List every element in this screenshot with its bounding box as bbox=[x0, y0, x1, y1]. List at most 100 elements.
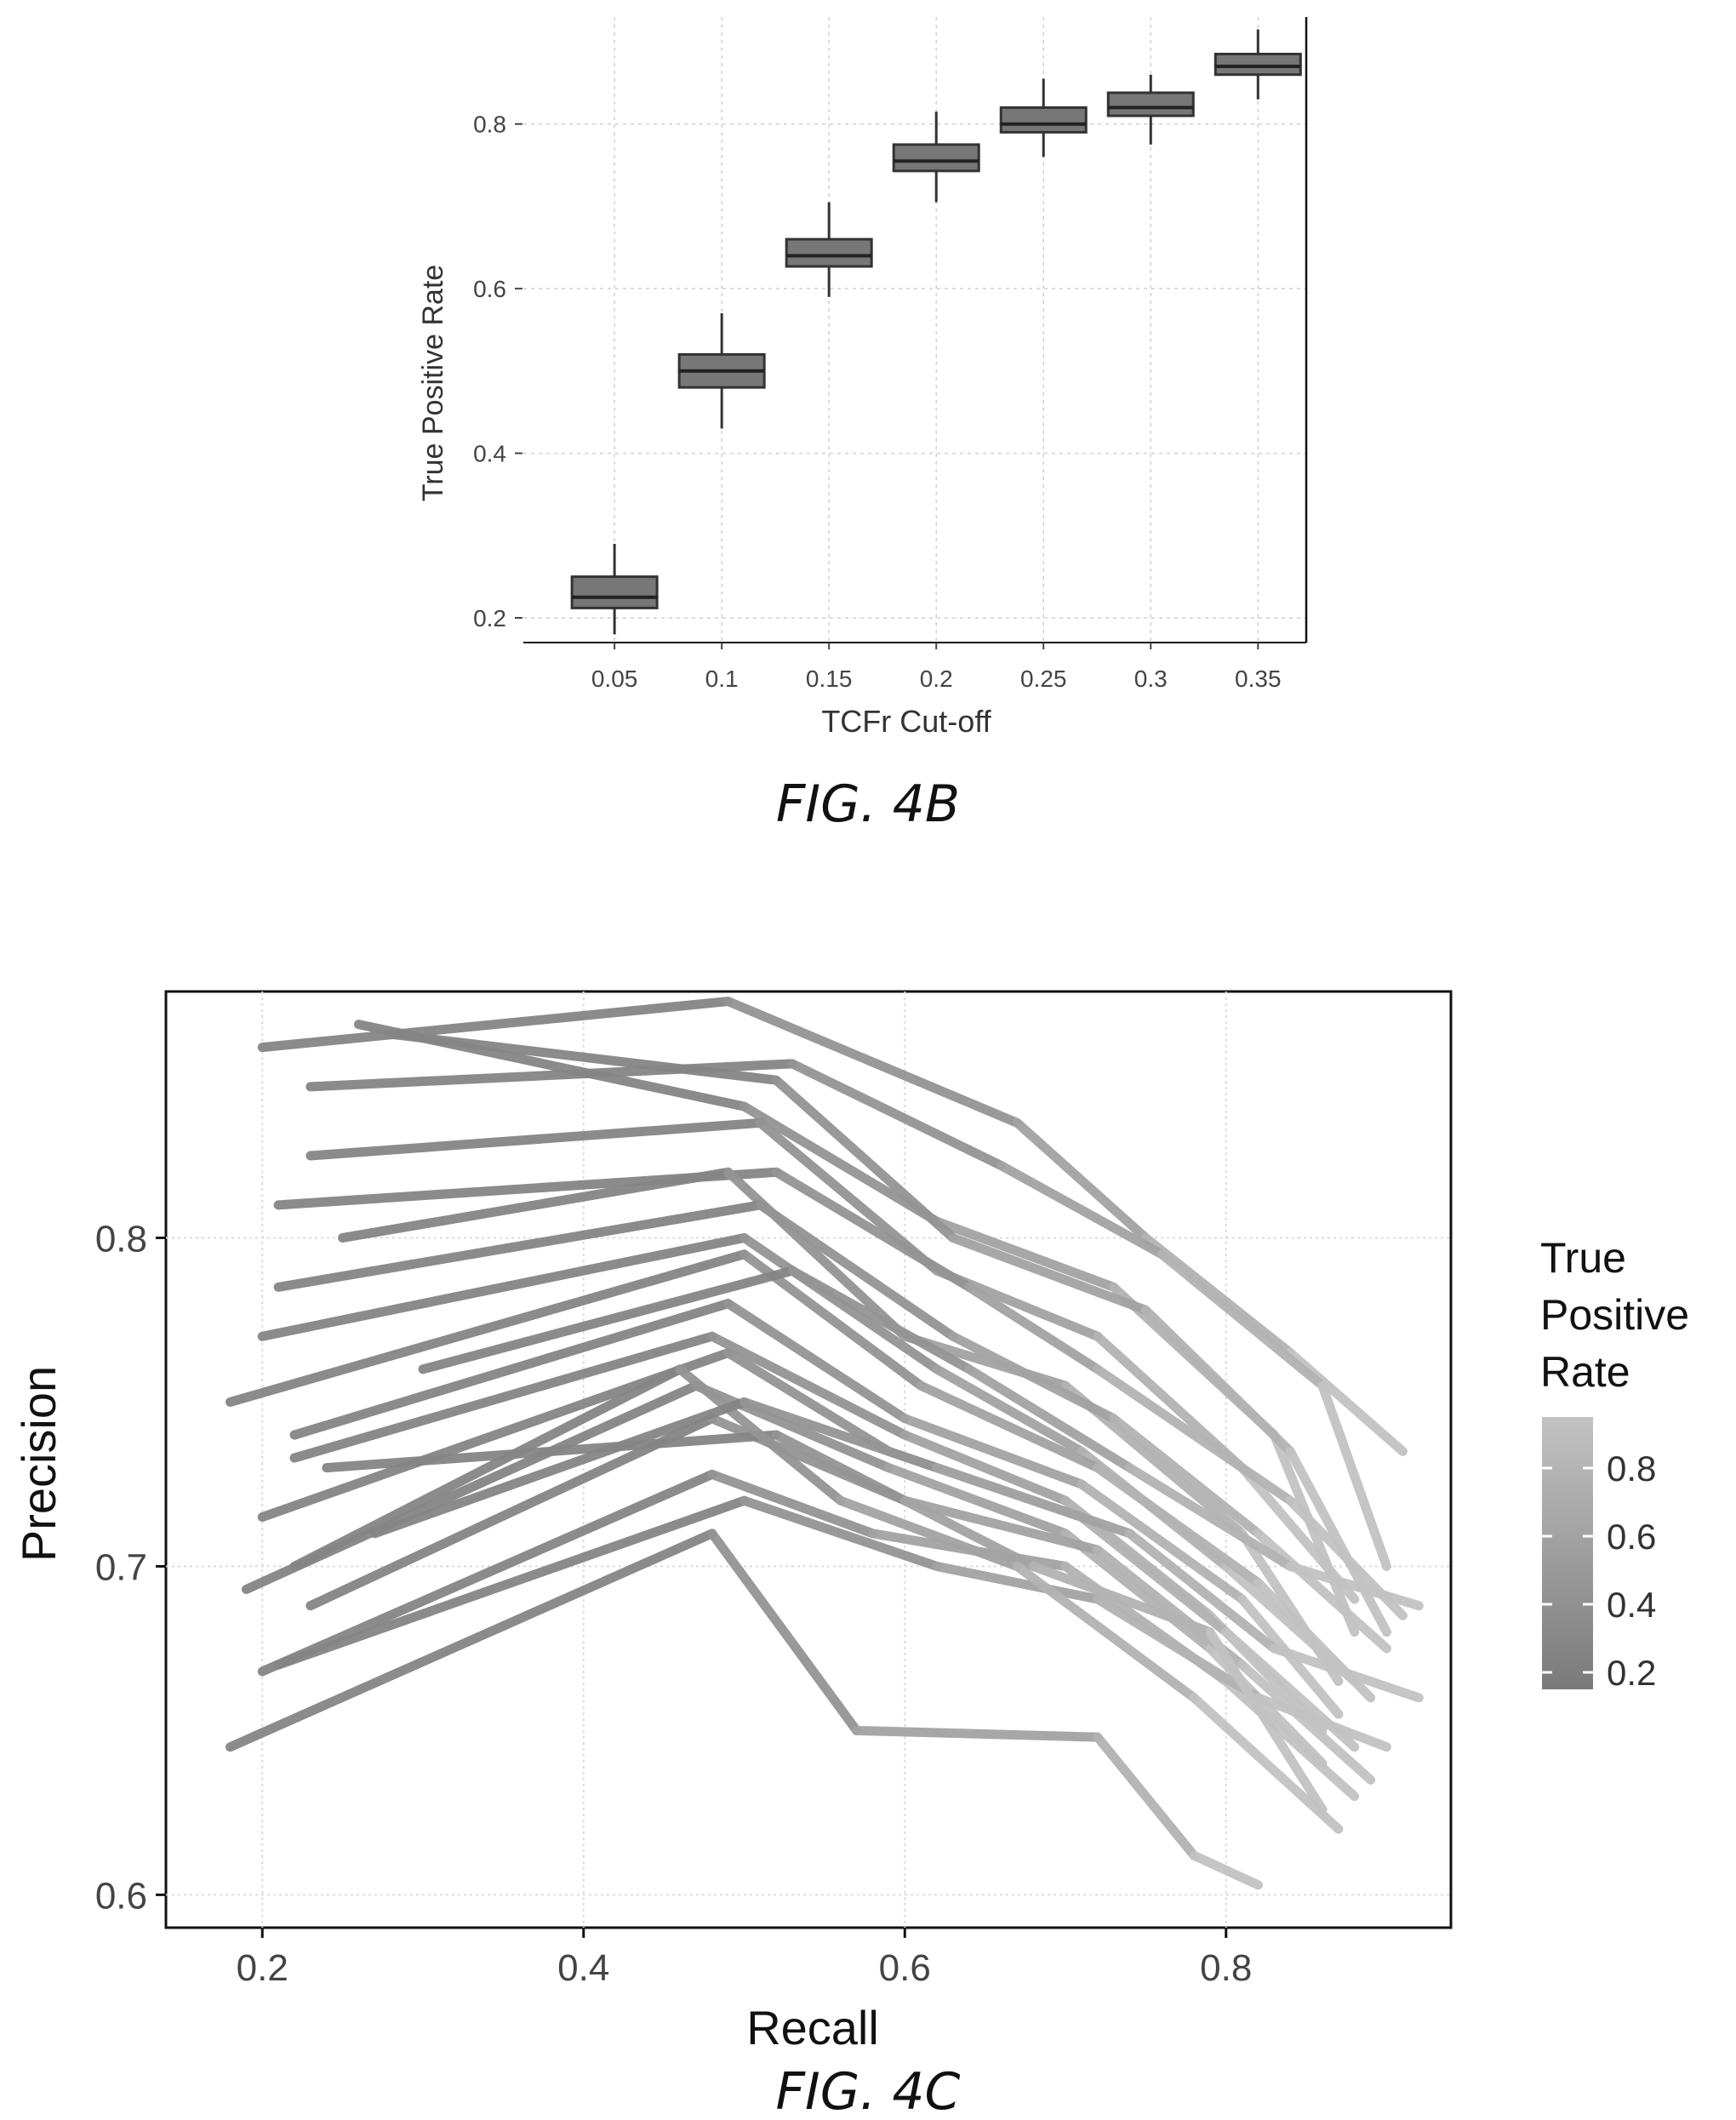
legend-tick-label: 0.8 bbox=[1607, 1449, 1656, 1489]
fig-4c-x-ticks: 0.2 0.4 0.6 0.8 bbox=[237, 1928, 1252, 1989]
fig-4c-series-segment bbox=[1285, 1446, 1391, 1637]
fig-4c-series-segment bbox=[226, 1249, 749, 1407]
fig-4c-series-segment bbox=[755, 1200, 958, 1341]
fig-4c-series-segment bbox=[899, 1495, 1038, 1571]
fig-4c-series-segment bbox=[707, 1529, 862, 1735]
fig-4c-series-segment bbox=[1189, 1850, 1263, 1890]
fig-4b-x-axis-title: TCFr Cut-off bbox=[821, 704, 991, 739]
fig-4c-series-segment bbox=[740, 1397, 942, 1473]
fig-4c-series-segment bbox=[306, 1117, 765, 1161]
fig-4c-series-segment bbox=[1189, 1693, 1344, 1834]
fig-4c-x-tick-label: 0.8 bbox=[1200, 1947, 1252, 1989]
fig-4c-series-segment bbox=[948, 1232, 1151, 1315]
legend-tick-label: 0.4 bbox=[1607, 1585, 1656, 1625]
fig-4c-series-segment bbox=[1205, 1627, 1328, 1814]
legend-title-line-1: True bbox=[1540, 1234, 1626, 1282]
fig-4c-series-segment bbox=[1028, 1561, 1215, 1637]
fig-4c-series-segment bbox=[1317, 1380, 1391, 1571]
fig-4c-x-tick-label: 0.2 bbox=[237, 1947, 288, 1989]
fig-4c-series-segment bbox=[289, 1364, 685, 1571]
fig-4b-y-tick-label: 0.8 bbox=[473, 111, 506, 138]
fig-4c-series-segment bbox=[707, 1331, 910, 1440]
fig-4c-gridlines bbox=[166, 991, 1451, 1928]
fig-4b-gridlines bbox=[523, 17, 1306, 643]
fig-4b-y-ticks: 0.2 0.4 0.6 0.8 bbox=[473, 111, 523, 631]
fig-4c-series-segment bbox=[787, 1266, 974, 1374]
fig-4c-series-segment bbox=[932, 1216, 1119, 1292]
legend-title-line-2: Positive bbox=[1540, 1291, 1689, 1339]
fig-4b-x-tick-label: 0.15 bbox=[806, 666, 853, 692]
fig-4c-series-segment bbox=[289, 1299, 734, 1440]
fig-4c-series-segment bbox=[1140, 1305, 1295, 1456]
fig-4c-series-segment bbox=[948, 1331, 1119, 1424]
fig-4c-series-segment bbox=[691, 1380, 894, 1473]
fig-4c-series-segment bbox=[740, 1495, 942, 1571]
fig-4b-caption: FIG. 4B bbox=[776, 774, 960, 834]
fig-4c-series-segment bbox=[932, 1463, 1134, 1539]
fig-4c-series-segment bbox=[1109, 1414, 1263, 1539]
fig-4c-series-segment bbox=[1093, 1732, 1199, 1860]
fig-4c-series-segment bbox=[1093, 1364, 1295, 1506]
fig-4b-y-tick-label: 0.6 bbox=[473, 276, 506, 302]
fig-4b-chart: 0.2 0.4 0.6 0.8 0.05 0.1 0.15 0.2 0.25 0.3 0.35 T… bbox=[417, 17, 1308, 834]
fig-4b-x-tick-label: 0.05 bbox=[591, 666, 638, 692]
fig-4c-series-segment bbox=[273, 1200, 765, 1292]
fig-4c-series-segment bbox=[1221, 1677, 1360, 1802]
legend-color-bar bbox=[1542, 1417, 1593, 1689]
fig-4c-series-segment bbox=[289, 1331, 717, 1463]
fig-4c-series-segment bbox=[723, 1167, 910, 1341]
fig-4c-x-tick-label: 0.6 bbox=[879, 1947, 931, 1989]
fig-4b-y-axis-title: True Positive Rate bbox=[417, 265, 449, 501]
fig-4b-box bbox=[1106, 91, 1195, 117]
fig-4c-series-segment bbox=[723, 997, 1022, 1128]
fig-4c-x-axis-title: Recall bbox=[746, 2001, 879, 2054]
fig-4c-series-segment bbox=[707, 1469, 877, 1539]
fig-4c-series-segment bbox=[836, 1495, 1022, 1571]
fig-4c-series-segment bbox=[338, 1167, 734, 1243]
fig-4c-series-segment bbox=[322, 1430, 781, 1473]
fig-4c-color-legend: True Positive Rate 0.2 0.4 0.6 0.8 bbox=[1540, 1234, 1689, 1693]
fig-4c-series-segment bbox=[1253, 1693, 1391, 1752]
fig-4b-x-tick-label: 0.3 bbox=[1134, 666, 1168, 692]
fig-4c-series-segment bbox=[1285, 1561, 1424, 1611]
fig-4c-series-segment bbox=[257, 997, 734, 1053]
fig-4c-series-segment bbox=[1125, 1463, 1295, 1571]
fig-4c-series-segment bbox=[932, 1364, 1087, 1456]
fig-4c-series-segment bbox=[899, 1495, 1103, 1555]
fig-4c-y-axis-title: Precision bbox=[12, 1366, 66, 1562]
fig-4c-series-segment bbox=[273, 1495, 749, 1670]
fig-4c-series-segment bbox=[996, 1161, 1167, 1260]
fig-4c-series-segment bbox=[771, 1430, 910, 1506]
legend-tick-label: 0.6 bbox=[1607, 1517, 1656, 1557]
fig-4b-y-tick-label: 0.4 bbox=[473, 441, 506, 467]
fig-4c-series-segment bbox=[1012, 1561, 1199, 1703]
fig-4c-series-segment bbox=[771, 1075, 958, 1243]
fig-4b-boxes bbox=[570, 29, 1302, 635]
fig-4c-series-segment bbox=[932, 1561, 1103, 1604]
fig-4c-series-segment bbox=[1076, 1512, 1231, 1637]
fig-4b-x-tick-label: 0.1 bbox=[705, 666, 739, 692]
fig-4b-box bbox=[1213, 53, 1302, 77]
fig-4b-box bbox=[892, 143, 980, 173]
fig-4c-series-segment bbox=[1076, 1479, 1248, 1604]
fig-4c-series-segment bbox=[257, 1232, 749, 1341]
fig-4c-series-lines bbox=[226, 997, 1424, 1890]
fig-4c-series-segment bbox=[306, 1414, 717, 1611]
fig-4c-x-tick-label: 0.4 bbox=[557, 1947, 609, 1989]
fig-4c-series-segment bbox=[1237, 1660, 1376, 1785]
fig-4c-series-segment bbox=[723, 1299, 910, 1424]
fig-4b-x-tick-label: 0.25 bbox=[1020, 666, 1067, 692]
fig-4c-y-tick-label: 0.8 bbox=[95, 1218, 147, 1260]
fig-4c-chart: 0.60.70.8 0.2 0.4 0.6 0.8 Precision Recall … bbox=[12, 990, 1689, 2120]
fig-4c-series-segment bbox=[385, 1029, 781, 1085]
legend-tick-label: 0.2 bbox=[1607, 1653, 1656, 1693]
fig-4c-series-segment bbox=[899, 1430, 1071, 1506]
fig-4c-series-segment bbox=[964, 1364, 1134, 1473]
fig-4b-box bbox=[999, 106, 1088, 134]
fig-4c-series-segment bbox=[306, 1059, 797, 1092]
fig-4c-y-tick-label: 0.7 bbox=[95, 1546, 147, 1588]
fig-4c-series-segment bbox=[740, 1232, 942, 1374]
fig-4c-y-tick-label: 0.6 bbox=[95, 1875, 147, 1917]
fig-4c-series-segment bbox=[675, 1364, 846, 1506]
